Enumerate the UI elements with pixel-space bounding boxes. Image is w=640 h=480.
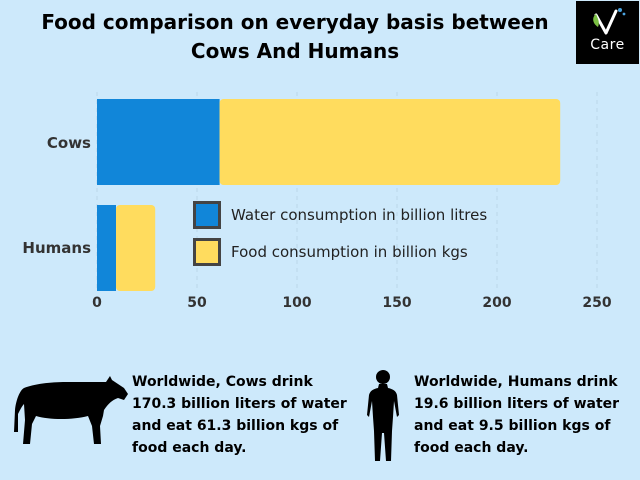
logo-text: Care — [590, 37, 625, 53]
bar-cows-series-0 — [97, 99, 220, 185]
legend-label: Food consumption in billion kgs — [231, 243, 468, 261]
x-tick-label: 150 — [382, 295, 411, 311]
humans-note-line: 19.6 billion liters of water — [414, 396, 620, 412]
humans-note: Worldwide, Humans drink 19.6 billion lit… — [414, 371, 629, 459]
category-label-humans: Humans — [22, 239, 91, 257]
bar-humans-series-1 — [116, 205, 156, 291]
legend-label: Water consumption in billion litres — [231, 206, 487, 224]
x-tick-label: 50 — [187, 295, 207, 311]
bar-humans-series-0 — [97, 205, 116, 291]
humans-note-line: food each day. — [414, 440, 529, 456]
title-line-1: Food comparison on everyday basis betwee… — [41, 10, 549, 34]
x-tick-label: 100 — [282, 295, 311, 311]
bars — [97, 99, 561, 291]
category-label-cows: Cows — [47, 134, 91, 152]
x-tick-labels: 0 50 100 150 200 250 — [92, 295, 612, 311]
x-tick-label: 200 — [482, 295, 511, 311]
cows-note-line: 170.3 billion liters of water — [132, 396, 347, 412]
x-tick-label: 0 — [92, 295, 102, 311]
x-tick-label: 250 — [582, 295, 611, 311]
legend-swatch — [193, 238, 221, 266]
legend-swatch — [193, 201, 221, 229]
chart-title: Food comparison on everyday basis betwee… — [20, 8, 570, 66]
logo: Care — [576, 1, 639, 64]
cows-note-line: food each day. — [132, 440, 247, 456]
human-icon — [367, 370, 399, 461]
legend: Water consumption in billion litres Food … — [193, 201, 487, 266]
category-labels: Cows Humans — [22, 134, 91, 257]
bar-cows-series-1 — [219, 99, 561, 185]
title-line-2: Cows And Humans — [190, 39, 400, 63]
leaf-v-logo-icon — [593, 8, 626, 35]
cow-icon — [14, 376, 128, 444]
bar-chart: Cows Humans 0 50 100 150 200 250 Water consump… — [22, 92, 612, 311]
cows-note: Worldwide, Cows drink 170.3 billion lite… — [132, 371, 357, 459]
humans-note-line: and eat 9.5 billion kgs of — [414, 418, 611, 434]
cows-note-line: and eat 61.3 billion kgs of — [132, 418, 339, 434]
humans-note-line: Worldwide, Humans drink — [414, 374, 618, 390]
cows-note-line: Worldwide, Cows drink — [132, 374, 313, 390]
